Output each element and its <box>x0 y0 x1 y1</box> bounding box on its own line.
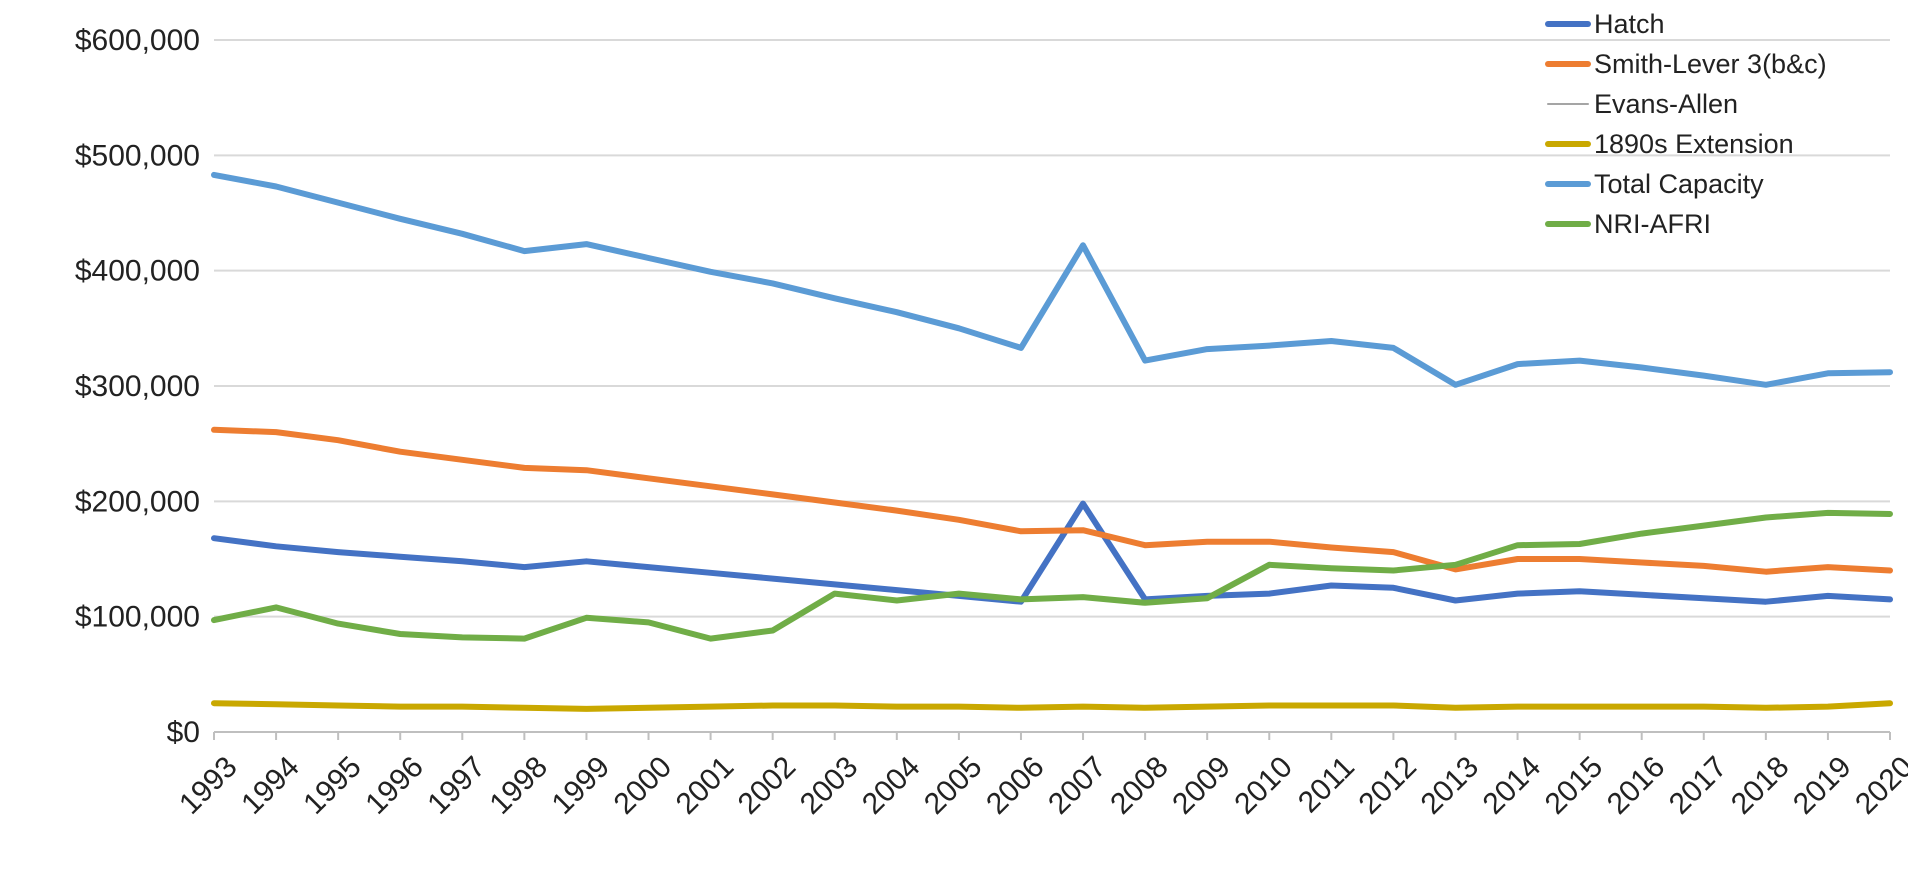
series-lines <box>211 171 1893 712</box>
x-tick-label: 2013 <box>1415 750 1486 821</box>
legend-label: Total Capacity <box>1594 169 1764 199</box>
x-tick-label: 2001 <box>670 750 741 821</box>
y-tick-label: $200,000 <box>75 485 200 518</box>
series-line-1890s-extension <box>211 700 1893 712</box>
y-tick-label: $400,000 <box>75 255 200 288</box>
x-tick-label: 2008 <box>1104 750 1175 821</box>
x-tick-label: 2015 <box>1539 750 1610 821</box>
x-tick-label: 2012 <box>1353 750 1424 821</box>
series-line-nri-afri <box>211 509 1893 642</box>
y-tick-label: $100,000 <box>75 601 200 634</box>
gridlines <box>214 39 1890 733</box>
legend-label: NRI-AFRI <box>1594 209 1711 239</box>
series-line-total-capacity <box>211 171 1893 388</box>
x-tick-label: 2019 <box>1787 750 1858 821</box>
legend-label: Hatch <box>1594 9 1665 39</box>
x-tick-label: 2003 <box>794 750 865 821</box>
y-tick-label: $500,000 <box>75 139 200 172</box>
x-tick-label: 2004 <box>856 750 927 821</box>
x-tick-label: 1995 <box>297 750 368 821</box>
legend-label: Evans-Allen <box>1594 89 1738 119</box>
y-tick-label: $600,000 <box>75 24 200 57</box>
y-tick-label: $300,000 <box>75 370 200 403</box>
series-line-smith-lever-3-b-c- <box>211 426 1893 575</box>
legend-label: 1890s Extension <box>1594 129 1794 159</box>
y-axis-tick-labels: $0 $100,000 $200,000 $300,000 $400,000 $500,0… <box>75 24 200 749</box>
x-tick-label: 1993 <box>173 750 244 821</box>
x-tick-label: 2007 <box>1042 750 1113 821</box>
legend-label: Smith-Lever 3(b&c) <box>1594 49 1827 79</box>
x-tick-label: 2009 <box>1166 750 1237 821</box>
x-tick-label: 2016 <box>1601 750 1672 821</box>
x-tick-label: 2006 <box>980 750 1051 821</box>
legend: Hatch Smith-Lever 3(b&c) Evans-Allen 1890s … <box>1545 9 1827 239</box>
x-tick-label: 1994 <box>235 750 306 821</box>
x-tick-label: 1999 <box>546 750 617 821</box>
x-axis-tick-labels: 1993199419951996199719981999200020012002… <box>173 732 1908 821</box>
x-tick-label: 1996 <box>359 750 430 821</box>
x-tick-label: 2005 <box>918 750 989 821</box>
x-tick-label: 1998 <box>483 750 554 821</box>
x-tick-label: 2010 <box>1228 750 1299 821</box>
x-tick-label: 2000 <box>608 750 679 821</box>
x-tick-label: 2017 <box>1663 750 1734 821</box>
series-line-hatch <box>211 500 1893 605</box>
y-tick-label: $0 <box>167 716 200 749</box>
x-tick-label: 1997 <box>421 750 492 821</box>
x-tick-label: 2002 <box>732 750 803 821</box>
x-tick-label: 2020 <box>1849 750 1908 821</box>
x-tick-label: 2011 <box>1292 750 1361 819</box>
x-tick-label: 2014 <box>1477 750 1548 821</box>
x-tick-label: 2018 <box>1725 750 1796 821</box>
